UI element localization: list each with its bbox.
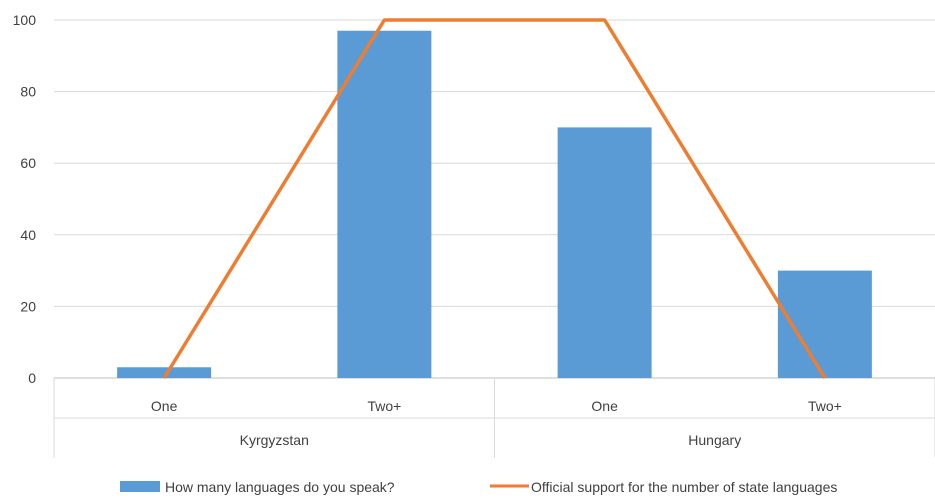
line-point [604, 19, 606, 21]
category-label: One [591, 398, 618, 414]
legend-label-line: Official support for the number of state… [531, 479, 837, 495]
bar-series [117, 30, 872, 379]
legend-label-bars: How many languages do you speak? [165, 479, 395, 495]
line-path [162, 18, 827, 379]
y-tick-label: 20 [20, 298, 36, 314]
line-point [163, 377, 165, 379]
line-series [162, 18, 827, 379]
y-tick-label: 0 [28, 370, 36, 386]
x-axis: One Two+ One Two+ Kyrgyzstan Hungary [53, 378, 935, 458]
category-label: One [151, 398, 178, 414]
category-label: Two+ [808, 398, 842, 414]
y-tick-label: 80 [20, 84, 36, 100]
group-label: Hungary [688, 432, 741, 448]
line-point [383, 19, 385, 21]
y-tick-label: 40 [20, 227, 36, 243]
category-label: Two+ [367, 398, 401, 414]
bar [337, 30, 432, 379]
bar [557, 127, 652, 379]
bar [117, 367, 212, 378]
y-tick-label: 60 [20, 155, 36, 171]
legend: How many languages do you speak? Officia… [120, 479, 837, 495]
y-axis-tick-labels: 0 20 40 60 80 100 [13, 12, 37, 386]
y-tick-label: 100 [13, 12, 37, 28]
line-point [824, 377, 826, 379]
legend-swatch-bars [120, 481, 160, 492]
group-label: Kyrgyzstan [240, 432, 309, 448]
